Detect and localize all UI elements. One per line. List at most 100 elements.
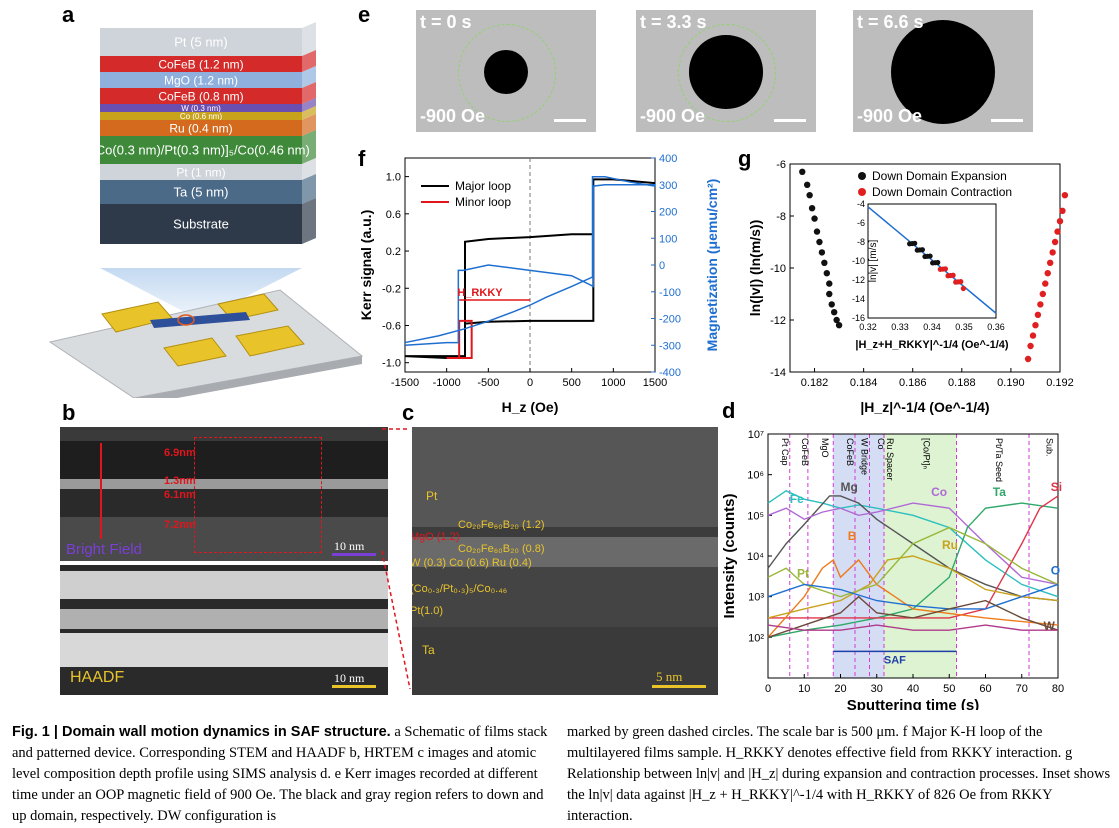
y2-tick-label: 100 — [659, 233, 677, 245]
panel-label-g: g — [738, 146, 752, 171]
kerr-image-1: t = 3.3 s -900 Oe — [636, 10, 816, 132]
stack-layer — [100, 204, 302, 244]
kerr-image-0: t = 0 s -900 Oe — [416, 10, 596, 132]
series-line — [767, 583, 1059, 610]
y-tick-label: 10⁵ — [747, 510, 764, 522]
inset-y-tick-label: -6 — [857, 218, 865, 228]
device-substrate-edge — [134, 356, 362, 398]
legend-label: Major loop — [455, 179, 511, 193]
series-label: Mg — [841, 480, 858, 494]
scale-bar — [991, 119, 1023, 122]
data-point — [833, 316, 840, 324]
series-label: Co — [931, 485, 947, 499]
region-label: Co — [876, 438, 886, 450]
x-tick-label: 500 — [562, 377, 580, 389]
series-line — [404, 178, 656, 360]
inset-data-point — [960, 285, 966, 292]
stack-layer-label: Pt (1 nm) — [176, 165, 225, 179]
hall-bar — [150, 312, 250, 328]
series-line — [446, 319, 473, 360]
data-point — [1059, 207, 1066, 214]
inset-data-point — [950, 272, 956, 278]
data-point — [803, 181, 811, 188]
data-point — [1061, 192, 1069, 199]
inset-data-point — [912, 240, 918, 246]
x-tick-label: 10 — [798, 683, 810, 695]
stack-layer-side — [302, 98, 316, 112]
stack-layer-label: CoFeB (0.8 nm) — [158, 89, 243, 103]
inset-x-tick-label: 0.35 — [955, 322, 973, 332]
x-tick-label: -500 — [477, 377, 499, 389]
scale-bar — [332, 553, 376, 556]
haadf-image: HAADF 10 nm — [60, 565, 388, 695]
data-point — [1049, 249, 1056, 256]
y2-tick-label: -300 — [659, 340, 681, 352]
panel-label-d: d — [722, 398, 736, 423]
data-point — [828, 301, 835, 308]
rkky-label: H_RKKY — [457, 287, 503, 299]
bright-field-label: Bright Field — [66, 541, 142, 558]
hrtem-label: W (0.3) Co (0.6) Ru (0.4) — [412, 557, 532, 569]
data-point — [1056, 218, 1064, 225]
stack-layer-label: Ru (0.4 nm) — [169, 121, 232, 135]
stack-layer-label: [Co(0.3 nm)/Pt(0.3 nm)]₅/Co(0.46 nm) — [92, 143, 310, 158]
thickness-label: 6.9nm — [164, 447, 196, 459]
dw-circle — [678, 24, 776, 122]
series-label: Ru — [942, 538, 958, 552]
stack-layer-label: W (0.3 nm) — [181, 104, 221, 113]
y-tick-label: 10³ — [748, 592, 764, 604]
region-label: Sub. — [1045, 438, 1055, 457]
stack-layer-side — [302, 22, 316, 56]
data-point — [1034, 311, 1042, 318]
data-point — [816, 238, 823, 246]
data-point — [1032, 322, 1039, 329]
stack-layer-side — [302, 50, 316, 72]
stack-layer-label: CoFeB (1.2 nm) — [158, 57, 243, 71]
x-tick-label: 0.186 — [899, 377, 927, 389]
series-label: Si — [1051, 480, 1062, 494]
y-axis-label: Kerr signal (a.u.) — [358, 210, 374, 320]
contact-pad-1 — [101, 301, 173, 333]
y-axis-label: ln(|v|) (ln(m/s)) — [747, 220, 763, 317]
inset-y-tick-label: -4 — [857, 199, 865, 209]
series-line — [767, 624, 1058, 631]
data-point — [830, 309, 838, 316]
velocity-chart: 0.182 0.184 0.186 0.188 0.190 0.192 -6 -8 -10 -12… — [747, 159, 1074, 415]
y2-tick-label: 300 — [659, 180, 677, 192]
stack-layer-side — [302, 198, 316, 244]
hrtem-image: Pt Co₂₀Fe₆₀B₂₀ (1.2) MgO (1.2) Co₂₀Fe₆₀B… — [412, 427, 718, 695]
x-tick-label: 1000 — [601, 377, 625, 389]
copt-band — [884, 434, 957, 678]
panel-label-b: b — [62, 400, 76, 425]
data-point — [811, 215, 818, 222]
inset-data-point — [927, 253, 933, 259]
down-domain — [890, 19, 996, 125]
data-point — [1027, 342, 1034, 350]
x-tick-label: 50 — [943, 683, 955, 695]
region-label: Pt Cap — [780, 438, 790, 466]
y2-tick-label: 200 — [659, 207, 677, 219]
y-tick-label: 10⁶ — [747, 470, 764, 482]
thickness-label: 7.2nm — [164, 519, 196, 531]
data-point — [821, 259, 828, 266]
series-line — [767, 495, 1059, 602]
inset-y-tick-label: -14 — [852, 294, 865, 304]
kerr-image-2: t = 6.6 s -900 Oe — [853, 10, 1033, 132]
inset-y-tick-label: -12 — [852, 275, 865, 285]
zoom-connector — [381, 428, 411, 690]
inset-x-tick-label: 0.33 — [891, 322, 909, 332]
y2-tick-label: 400 — [659, 153, 677, 165]
hrtem-label: Co₂₀Fe₆₀B₂₀ (1.2) — [458, 519, 545, 531]
thickness-label: 6.1nm — [164, 489, 196, 501]
caption-right: marked by green dashed circles. The scal… — [567, 724, 1111, 824]
data-point — [1046, 259, 1054, 266]
data-point — [808, 205, 816, 212]
stack-layer-label: Pt (5 nm) — [174, 35, 227, 50]
data-point — [1039, 290, 1047, 298]
caption-title: Fig. 1 | Domain wall motion dynamics in … — [12, 724, 391, 740]
x-axis-label: H_z (Oe) — [502, 399, 559, 415]
stack-layer — [100, 120, 302, 136]
series-label: W — [1044, 619, 1056, 633]
x-tick-label: 0.184 — [850, 377, 878, 389]
series-line — [767, 490, 1059, 598]
